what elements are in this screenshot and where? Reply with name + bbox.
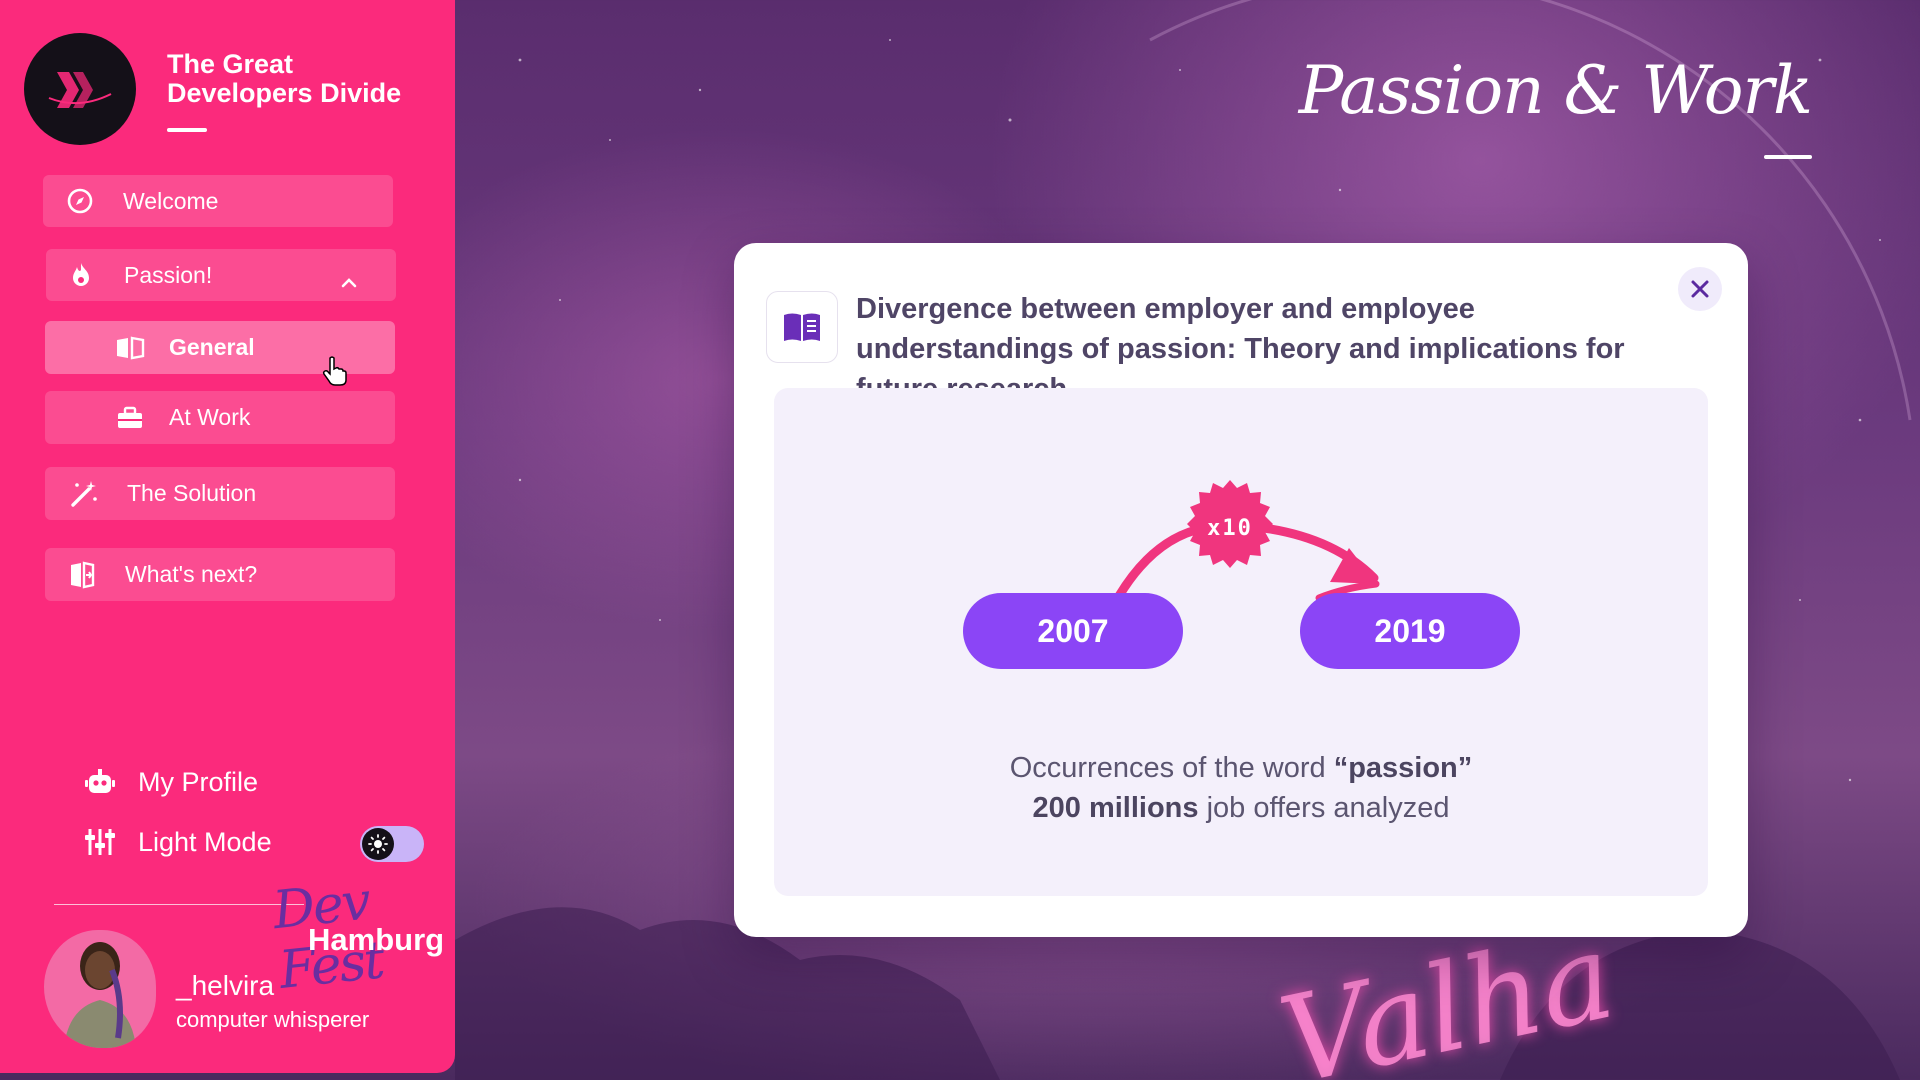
ship-logo-icon xyxy=(48,72,112,108)
robot-icon xyxy=(84,766,116,798)
toggle-knob xyxy=(362,828,394,860)
briefcase-icon xyxy=(115,403,145,433)
passion-figure: x10 2007 2019 Occurrences of the word “p… xyxy=(774,388,1708,896)
flame-icon xyxy=(66,260,96,290)
sidebar-item-welcome[interactable]: Welcome xyxy=(43,175,393,227)
app-logo[interactable] xyxy=(24,33,136,145)
sidebar-item-label: What's next? xyxy=(125,561,258,587)
year-start-pill: 2007 xyxy=(963,593,1183,669)
my-profile-label: My Profile xyxy=(138,766,259,797)
sidebar-item-label: At Work xyxy=(169,404,251,430)
sidebar-item-the-solution[interactable]: The Solution xyxy=(45,467,395,520)
my-profile-link[interactable]: My Profile xyxy=(84,766,258,798)
magic-wand-icon xyxy=(69,479,99,509)
light-mode-toggle[interactable] xyxy=(360,826,424,862)
sidebar-subitem-general[interactable]: General xyxy=(45,321,395,374)
user-role: computer whisperer xyxy=(176,1007,370,1032)
sidebar-divider xyxy=(54,904,304,905)
user-photo xyxy=(64,942,136,1048)
close-icon xyxy=(1691,280,1709,298)
title-underline xyxy=(167,128,207,132)
light-mode-row: Light Mode xyxy=(84,826,272,858)
year-end-pill: 2019 xyxy=(1300,593,1520,669)
devfest-hamburg-logo: Dev Fest Hamburg xyxy=(270,871,445,1001)
multiplier-label: x10 xyxy=(1207,516,1253,541)
sidebar-item-passion[interactable]: Passion! xyxy=(46,249,396,301)
arrow-head-icon xyxy=(1330,548,1377,584)
chevron-up-icon[interactable] xyxy=(340,267,358,294)
article-icon-box xyxy=(766,291,838,363)
sidebar-item-label: Passion! xyxy=(124,261,213,288)
sliders-icon xyxy=(84,826,116,858)
close-button[interactable] xyxy=(1678,267,1722,311)
article-modal: Divergence between employer and employee… xyxy=(734,243,1748,937)
sidebar-item-label: General xyxy=(169,334,255,360)
sun-icon xyxy=(368,834,388,854)
figure-caption: Occurrences of the word “passion” 200 mi… xyxy=(1009,752,1473,824)
slide-title-underline xyxy=(1764,155,1812,159)
book-arrow-icon xyxy=(67,560,97,590)
compass-icon xyxy=(65,186,95,216)
user-name: _helvira xyxy=(176,970,275,1001)
slide-title: Passion & Work xyxy=(1298,52,1813,129)
sidebar-item-label: Welcome xyxy=(123,187,219,214)
pointer-cursor-icon xyxy=(322,356,347,386)
avatar[interactable] xyxy=(44,930,156,1048)
light-mode-label: Light Mode xyxy=(138,826,272,857)
open-book-icon xyxy=(115,333,145,363)
sidebar-item-label: The Solution xyxy=(127,480,257,506)
multiplier-badge xyxy=(1187,480,1273,568)
book-icon xyxy=(784,313,820,341)
sidebar-subitem-at-work[interactable]: At Work xyxy=(45,391,395,444)
sidebar-item-whats-next[interactable]: What's next? xyxy=(45,548,395,601)
sidebar: The Great Developers Divide Welcome Pass… xyxy=(0,0,455,1073)
app-title: The Great Developers Divide xyxy=(167,49,402,108)
